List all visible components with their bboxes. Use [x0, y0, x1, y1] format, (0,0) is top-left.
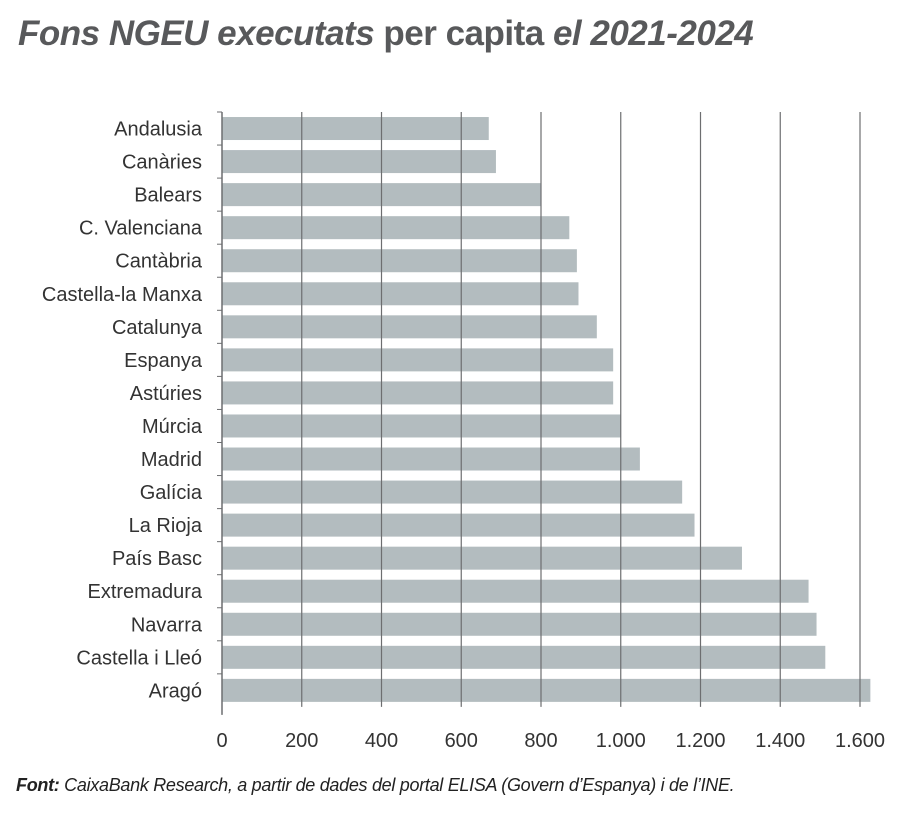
- title-part-3: el 2021-2024: [552, 14, 754, 53]
- bar: [222, 678, 871, 702]
- category-label: Madrid: [141, 449, 202, 471]
- category-label: Balears: [134, 185, 202, 207]
- category-label: Extremadura: [88, 581, 203, 603]
- source-note: Font: CaixaBank Research, a partir de da…: [16, 775, 735, 796]
- bar: [222, 480, 683, 504]
- bar: [222, 579, 809, 603]
- x-tick-label: 1.200: [675, 730, 725, 752]
- bar: [222, 414, 621, 438]
- x-tick-label: 1.600: [835, 730, 885, 752]
- x-tick-label: 1.000: [596, 730, 646, 752]
- bar: [222, 513, 695, 537]
- bar: [222, 249, 577, 273]
- x-tick-label: 600: [445, 730, 478, 752]
- x-tick-label: 200: [285, 730, 318, 752]
- category-label: La Rioja: [129, 515, 203, 537]
- title-part-1: Fons NGEU executats: [18, 14, 375, 53]
- bar: [222, 381, 614, 405]
- category-label: Catalunya: [112, 317, 203, 339]
- bar: [222, 546, 742, 570]
- category-label: Espanya: [124, 350, 203, 372]
- chart-title: Fons NGEU executats per capita el 2021-2…: [18, 14, 754, 54]
- category-label: Andalusia: [114, 119, 203, 141]
- category-label: Castella i Lleó: [76, 647, 202, 669]
- category-label: País Basc: [112, 548, 202, 570]
- category-label: Astúries: [130, 383, 202, 405]
- bar: [222, 348, 614, 372]
- bar: [222, 447, 640, 471]
- title-part-2: per capita: [374, 14, 553, 53]
- category-label: Castella-la Manxa: [42, 284, 203, 306]
- category-label: Cantàbria: [115, 251, 203, 273]
- category-label: Canàries: [122, 152, 202, 174]
- category-label: Galícia: [140, 482, 203, 504]
- bar: [222, 645, 826, 669]
- x-tick-label: 800: [524, 730, 557, 752]
- category-label: C. Valenciana: [79, 218, 203, 240]
- category-label: Múrcia: [142, 416, 203, 438]
- bar: [222, 150, 496, 174]
- category-label: Aragó: [149, 680, 202, 702]
- bar: [222, 216, 570, 240]
- bar: [222, 612, 817, 636]
- source-text: CaixaBank Research, a partir de dades de…: [59, 775, 735, 795]
- x-tick-label: 1.400: [755, 730, 805, 752]
- x-tick-label: 0: [216, 730, 227, 752]
- source-label: Font:: [16, 775, 60, 795]
- x-tick-label: 400: [365, 730, 398, 752]
- bar: [222, 117, 489, 141]
- bar: [222, 315, 597, 339]
- bar: [222, 282, 579, 306]
- category-label: Navarra: [131, 614, 203, 636]
